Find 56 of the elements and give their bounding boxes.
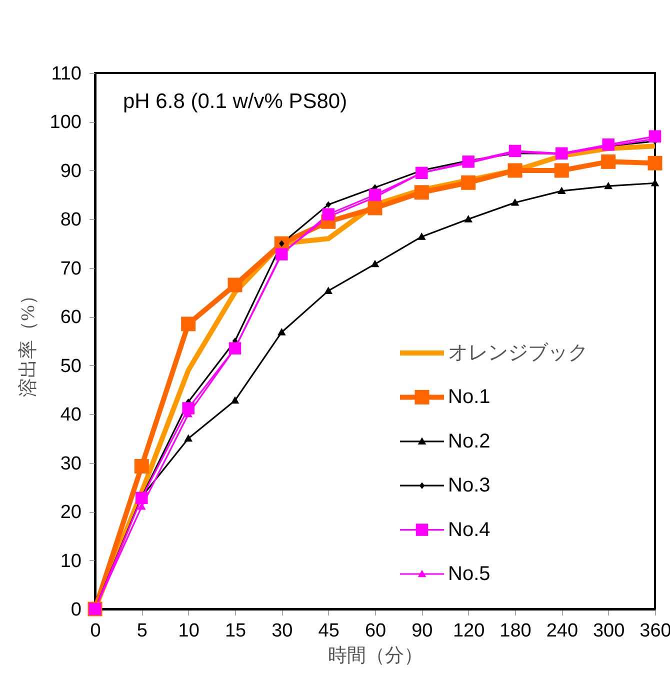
y-tick-label: 60 (60, 307, 82, 328)
point (326, 201, 332, 208)
point (464, 215, 473, 222)
point (648, 156, 662, 170)
y-tick-label: 110 (51, 64, 82, 84)
point (184, 434, 193, 442)
x-tick-label: 10 (178, 620, 200, 642)
y-axis-title: 溶出率（%） (16, 286, 39, 397)
y-tick-label: 0 (70, 600, 82, 620)
point (414, 185, 429, 200)
y-tick-label: 10 (60, 550, 82, 572)
legend-label: No.3 (448, 474, 490, 497)
point (181, 316, 196, 332)
y-tick-label: 70 (60, 258, 82, 280)
y-tick-label: 90 (60, 160, 82, 182)
x-tick-label: 120 (452, 620, 485, 642)
y-tick-label: 30 (60, 453, 82, 474)
point (604, 182, 613, 190)
x-tick-label: 5 (136, 620, 148, 642)
x-tick-label: 45 (318, 620, 340, 642)
x-tick-label: 60 (364, 620, 386, 642)
point (554, 163, 569, 178)
legend-label: オレンジブック (448, 342, 588, 364)
point (136, 492, 148, 504)
point (370, 260, 380, 268)
point (601, 154, 616, 169)
text: pH 6.8 (0.1 w/v% PS80) (123, 90, 348, 113)
point (557, 186, 566, 194)
legend-label: No.1 (448, 386, 490, 408)
legend-label: No.5 (448, 563, 490, 585)
x-tick-label: 0 (90, 620, 101, 642)
point (134, 458, 149, 474)
point (228, 278, 242, 292)
point (508, 163, 522, 178)
legend-label: No.4 (448, 518, 490, 541)
point (230, 396, 240, 404)
point (510, 198, 520, 206)
point (368, 200, 382, 216)
x-tick-label: 300 (592, 620, 625, 642)
y-tick-label: 20 (60, 502, 82, 524)
y-tick-label: 40 (60, 404, 82, 426)
x-axis-title: 時間（分） (328, 646, 423, 666)
point (417, 232, 426, 240)
point (461, 175, 476, 190)
y-tick-label: 100 (50, 112, 82, 134)
y-tick-label: 50 (60, 356, 82, 377)
x-tick-label: 240 (546, 620, 578, 642)
legend-label: No.2 (448, 430, 490, 452)
x-tick-label: 180 (500, 620, 532, 642)
y-tick-label: 80 (60, 210, 82, 231)
point (277, 328, 286, 336)
x-tick-label: 15 (224, 620, 246, 642)
point (324, 286, 333, 294)
point (182, 402, 194, 414)
x-tick-label: 90 (412, 620, 433, 642)
x-tick-label: 30 (272, 620, 293, 642)
